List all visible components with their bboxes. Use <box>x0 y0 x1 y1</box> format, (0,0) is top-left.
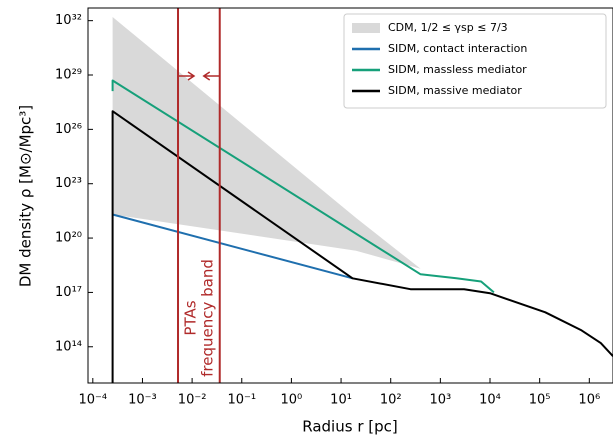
plot-frame <box>87 7 613 384</box>
series-line <box>111 79 495 294</box>
legend-label: SIDM, contact interaction <box>388 42 527 55</box>
y-tick-label: 10²⁶ <box>55 122 82 137</box>
x-tick-label: 10⁵ <box>529 393 551 408</box>
x-tick-label: 10⁻³ <box>128 393 157 408</box>
x-tick-label: 10⁻⁴ <box>78 393 107 408</box>
y-axis-label: DM density ρ [M⊙/Mpc³] <box>17 105 35 287</box>
x-tick-label: 10⁻² <box>178 393 207 408</box>
x-tick-label: 10³ <box>429 393 451 408</box>
x-tick-label: 10² <box>380 393 402 408</box>
x-tick-label: 10⁶ <box>578 393 600 408</box>
band-label: frequency band <box>198 259 216 377</box>
cdm-band <box>112 17 494 293</box>
y-tick-label: 10²⁹ <box>55 68 82 83</box>
series-line <box>111 110 613 383</box>
x-tick-label: 10⁻¹ <box>227 393 256 408</box>
y-tick-label: 10¹⁴ <box>55 339 82 354</box>
legend-box <box>343 13 607 109</box>
legend-label: SIDM, massless mediator <box>388 63 527 76</box>
y-tick-label: 10³² <box>55 13 82 28</box>
band-label: PTAs <box>181 300 199 335</box>
legend-swatch <box>352 23 380 33</box>
x-tick-label: 10⁰ <box>281 393 303 408</box>
arrow <box>202 71 220 81</box>
series-line <box>112 213 353 280</box>
x-tick-label: 10⁴ <box>479 393 501 408</box>
legend-label: CDM, 1/2 ≤ γsp ≤ 7/3 <box>388 21 508 34</box>
legend-label: SIDM, massive mediator <box>388 84 522 97</box>
y-tick-label: 10²⁰ <box>55 231 82 246</box>
y-tick-label: 10²³ <box>55 176 82 191</box>
arrow <box>178 71 196 81</box>
x-axis-label: Radius r [pc] <box>302 418 397 436</box>
x-tick-label: 10¹ <box>330 393 352 408</box>
y-tick-label: 10¹⁷ <box>55 285 82 300</box>
